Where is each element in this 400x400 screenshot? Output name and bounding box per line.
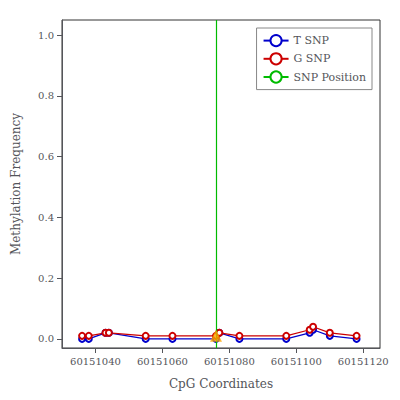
svg-text:CpG Coordinates: CpG Coordinates: [169, 377, 273, 391]
svg-text:0.0: 0.0: [38, 333, 54, 344]
svg-text:60151100: 60151100: [271, 356, 322, 367]
svg-text:G SNP: G SNP: [294, 52, 331, 65]
svg-text:1.0: 1.0: [38, 30, 54, 41]
svg-text:0.8: 0.8: [38, 90, 54, 101]
svg-text:0.6: 0.6: [38, 151, 54, 162]
svg-text:60151060: 60151060: [137, 356, 188, 367]
svg-text:0.2: 0.2: [38, 273, 54, 284]
svg-text:SNP Position: SNP Position: [294, 71, 366, 84]
svg-text:60151040: 60151040: [70, 356, 121, 367]
svg-text:T SNP: T SNP: [294, 34, 330, 47]
svg-text:60151080: 60151080: [204, 356, 255, 367]
svg-text:60151120: 60151120: [338, 356, 389, 367]
svg-text:Methylation Frequency: Methylation Frequency: [9, 113, 23, 255]
svg-text:0.4: 0.4: [38, 212, 54, 223]
